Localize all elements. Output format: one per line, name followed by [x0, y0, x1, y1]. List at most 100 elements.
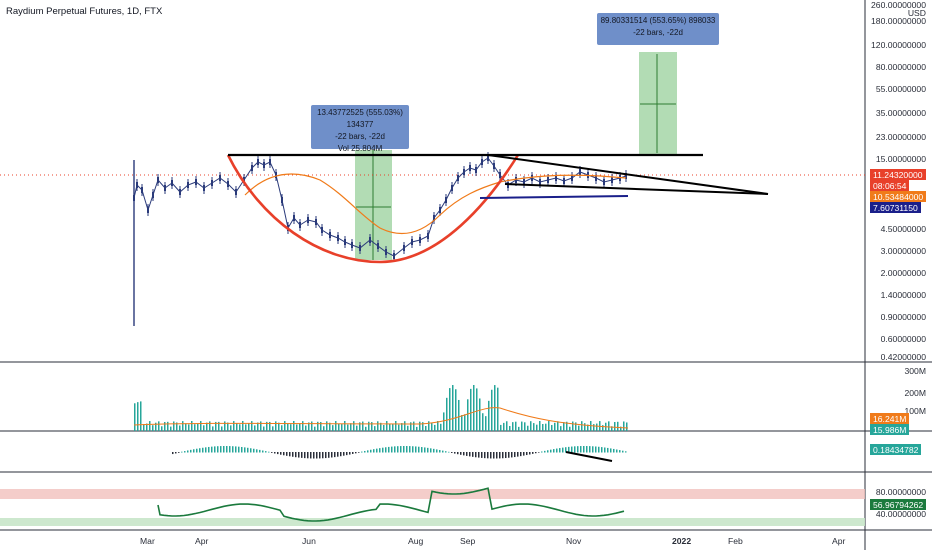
- macd-bar: [598, 446, 600, 453]
- macd-bar: [223, 446, 225, 453]
- macd-bar: [544, 450, 546, 453]
- macd-bar: [469, 452, 471, 457]
- macd-bar: [229, 446, 231, 453]
- measure-box-1-line3: Vol 25.804M: [337, 144, 383, 153]
- volume-bar: [440, 423, 442, 431]
- volume-bar: [539, 421, 541, 431]
- volume-bar: [383, 425, 385, 431]
- price-axis-label: 4.50000000: [880, 224, 926, 234]
- volume-bar: [314, 426, 316, 431]
- macd-bar: [430, 448, 432, 453]
- volume-bar: [365, 426, 367, 431]
- volume-bar: [554, 422, 556, 431]
- volume-bar: [251, 421, 253, 431]
- date-axis-label: Jun: [302, 536, 316, 546]
- volume-bar: [368, 421, 370, 431]
- volume-bar: [170, 426, 172, 431]
- volume-bar: [302, 421, 304, 431]
- macd-bar: [205, 447, 207, 453]
- volume-bar: [233, 421, 235, 431]
- macd-bar: [325, 452, 327, 459]
- macd-bar: [259, 449, 261, 453]
- macd-bar: [511, 452, 513, 458]
- volume-bar: [575, 422, 577, 431]
- volume-bar: [284, 421, 286, 431]
- price-axis-label: 15.00000000: [875, 154, 926, 164]
- macd-bar: [514, 452, 516, 458]
- macd-bar: [268, 451, 270, 453]
- volume-bar: [467, 399, 469, 431]
- macd-bar: [214, 446, 216, 453]
- volume-bar: [221, 426, 223, 431]
- macd-bar: [265, 451, 267, 453]
- macd-bar: [595, 446, 597, 453]
- rsi-oversold-band: [0, 518, 865, 526]
- macd-bar: [319, 452, 321, 459]
- volume-bar: [566, 421, 568, 431]
- volume-bar: [212, 426, 214, 431]
- macd-bar: [238, 446, 240, 453]
- volume-bar: [191, 421, 193, 431]
- measure-box-1-text: 13.43772525 (555.03%) 134377 -22 bars, -…: [312, 107, 408, 155]
- last-price-tag: 11.24320000: [870, 169, 926, 180]
- macd-bar: [610, 448, 612, 453]
- macd-bar: [583, 446, 585, 453]
- macd-bar: [568, 446, 570, 453]
- macd-bar: [460, 452, 462, 455]
- macd-bar: [433, 448, 435, 453]
- macd-bar: [178, 452, 180, 453]
- volume-bar: [434, 424, 436, 431]
- macd-bar: [409, 446, 411, 453]
- volume-bar: [518, 426, 520, 431]
- volume-bar: [362, 421, 364, 431]
- macd-bar: [301, 452, 303, 458]
- volume-bar: [488, 400, 490, 431]
- macd-bar: [187, 450, 189, 453]
- macd-bar: [418, 446, 420, 453]
- volume-bar: [476, 388, 478, 431]
- volume-bar: [197, 423, 199, 431]
- macd-bar: [220, 446, 222, 453]
- price-axis-label: 80.00000000: [875, 62, 926, 72]
- macd-bar: [358, 452, 360, 453]
- volume-bar: [461, 415, 463, 431]
- volume-bar: [581, 421, 583, 431]
- volume-bar: [335, 421, 337, 431]
- volume-bar: [458, 399, 460, 431]
- macd-bar: [328, 452, 330, 458]
- macd-bar: [607, 447, 609, 453]
- volume-bar: [524, 422, 526, 431]
- volume-bar: [386, 421, 388, 431]
- triangle-upper: [487, 154, 769, 195]
- macd-bar: [574, 446, 576, 453]
- volume-bar: [371, 422, 373, 431]
- macd-bar: [496, 452, 498, 459]
- macd-bar: [499, 452, 501, 459]
- volume-bar: [209, 421, 211, 431]
- volume-bar: [416, 426, 418, 431]
- volume-bar: [491, 389, 493, 431]
- macd-bar: [403, 446, 405, 453]
- macd-bar: [406, 446, 408, 453]
- rsi-tag: 56.96794262: [870, 499, 927, 510]
- volume-bar: [152, 425, 154, 431]
- volume-bar: [239, 424, 241, 431]
- rsi-axis-40: 40.00000000: [875, 509, 926, 519]
- macd-bar: [445, 451, 447, 453]
- macd-bar: [424, 447, 426, 453]
- volume-bar: [608, 421, 610, 431]
- volume-bar: [446, 397, 448, 431]
- macd-bar: [208, 446, 210, 453]
- price-axis-label: 2.00000000: [880, 268, 926, 278]
- macd-bar: [415, 446, 417, 453]
- volume-bar: [578, 425, 580, 431]
- macd-bar: [487, 452, 489, 459]
- macd-bar: [475, 452, 477, 458]
- macd-bar: [241, 446, 243, 453]
- volume-bar: [350, 423, 352, 431]
- volume-bar: [377, 421, 379, 431]
- volume-bar: [413, 421, 415, 431]
- volume-bar: [161, 426, 163, 431]
